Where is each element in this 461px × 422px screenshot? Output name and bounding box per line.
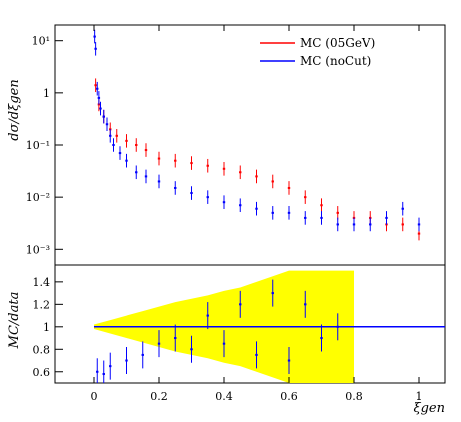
data-point <box>190 192 193 195</box>
data-point <box>401 207 404 210</box>
upper-y-tick-label: 10⁻¹ <box>26 139 50 152</box>
lower-plot-frame <box>54 264 446 384</box>
x-tick-label: 0.8 <box>345 390 363 403</box>
data-point <box>271 180 274 183</box>
legend-label-nocut: MC (noCut) <box>300 54 371 68</box>
data-point <box>115 134 118 137</box>
x-axis-label: ξgen <box>413 401 445 416</box>
data-point <box>287 186 291 189</box>
ratio-point <box>157 342 161 345</box>
lower-panel: 0.6 0.8 1 1.2 1.4 MC/data <box>7 264 446 384</box>
data-point <box>105 123 109 126</box>
data-point <box>144 175 148 178</box>
x-tick-label: 0.6 <box>280 390 298 403</box>
data-point <box>239 204 242 207</box>
data-point <box>118 152 122 155</box>
data-point <box>135 171 138 174</box>
ratio-point <box>287 359 291 362</box>
x-axis: 0 0.2 0.4 0.6 0.8 1 <box>91 25 423 403</box>
lower-y-axis: 0.6 0.8 1 1.2 1.4 <box>33 276 63 379</box>
data-point <box>125 159 128 162</box>
ratio-point <box>141 353 144 356</box>
ratio-point <box>206 314 209 317</box>
data-point <box>190 162 193 165</box>
data-point <box>320 216 323 219</box>
lower-y-tick-label: 1.4 <box>33 276 51 289</box>
data-point <box>96 87 99 90</box>
data-point <box>112 144 115 146</box>
lower-y-tick-label: 1 <box>43 321 50 334</box>
data-point <box>320 204 323 207</box>
data-point <box>157 157 161 160</box>
data-point <box>157 180 161 183</box>
lower-y-tick-label: 1.2 <box>33 298 51 311</box>
x-tick-label: 0.4 <box>215 390 233 403</box>
x-tick-label: 0.2 <box>150 390 168 403</box>
x-tick-label: 1 <box>416 390 423 403</box>
upper-y-tick-label: 10¹ <box>32 35 50 48</box>
legend: MC (05GeV) MC (noCut) <box>260 36 375 68</box>
data-point <box>304 196 307 199</box>
ratio-point <box>239 303 242 306</box>
data-point <box>304 216 307 219</box>
data-point <box>369 223 372 226</box>
ratio-point <box>174 337 177 340</box>
data-point <box>135 144 138 146</box>
upper-y-tick-label: 1 <box>43 87 50 100</box>
data-point <box>125 139 128 142</box>
data-point <box>417 232 421 235</box>
data-point <box>239 171 242 174</box>
legend-label-05gev: MC (05GeV) <box>300 36 375 50</box>
data-point <box>206 196 209 199</box>
ratio-point <box>222 342 226 345</box>
data-point <box>336 211 339 214</box>
ratio-point <box>320 337 323 340</box>
data-point <box>144 149 148 152</box>
data-point <box>109 134 112 137</box>
ratio-point <box>109 365 112 368</box>
data-point <box>206 164 209 167</box>
ratio-point <box>304 303 307 306</box>
data-point <box>352 223 356 226</box>
data-point <box>401 223 404 226</box>
x-tick-label: 0 <box>91 390 98 403</box>
lower-y-tick-label: 0.6 <box>33 366 51 379</box>
data-point <box>255 175 258 178</box>
upper-y-axis: 10⁻³ 10⁻² 10⁻¹ 1 10¹ <box>26 35 63 256</box>
data-point <box>336 223 339 226</box>
ratio-point <box>96 370 99 373</box>
lower-y-tick-label: 0.8 <box>33 343 51 356</box>
upper-y-axis-label: dσ/dξgen <box>7 79 22 140</box>
ratio-series-group <box>96 279 339 383</box>
data-point <box>99 107 102 110</box>
data-point <box>385 216 388 219</box>
upper-series-group <box>93 29 421 241</box>
upper-panel: 10⁻³ 10⁻² 10⁻¹ 1 10¹ dσ/dξgen <box>7 24 446 266</box>
data-point <box>94 47 97 50</box>
data-point <box>93 35 96 38</box>
data-point <box>94 84 97 87</box>
ratio-point <box>125 359 128 362</box>
data-point <box>255 207 258 210</box>
ratio-point <box>271 292 274 295</box>
data-point <box>102 115 105 118</box>
data-point <box>97 96 101 99</box>
ratio-point <box>190 348 193 351</box>
data-point <box>417 223 421 226</box>
data-point <box>222 167 226 170</box>
data-point <box>222 201 226 204</box>
ratio-point <box>102 373 105 376</box>
data-point <box>271 211 274 214</box>
ratio-point <box>336 325 339 328</box>
ratio-point <box>255 353 258 356</box>
data-point <box>287 211 291 214</box>
upper-y-tick-label: 10⁻² <box>26 191 50 204</box>
lower-y-axis-label: MC/data <box>7 292 22 350</box>
data-point <box>174 159 177 162</box>
data-point <box>174 186 177 189</box>
upper-y-tick-label: 10⁻³ <box>26 243 50 256</box>
